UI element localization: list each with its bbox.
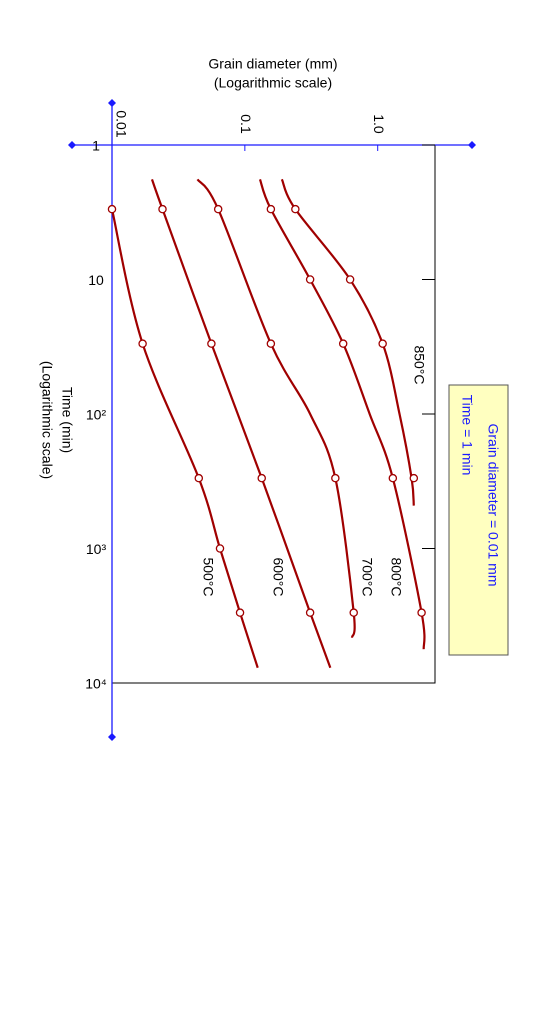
data-point — [349, 608, 358, 617]
data-point — [138, 339, 147, 348]
data-point — [107, 204, 117, 214]
fit-curve — [196, 178, 356, 638]
axis-end — [108, 99, 116, 107]
y-tick-label: 0.01 — [113, 110, 129, 137]
fit-curve — [150, 178, 332, 669]
x-tick-label: 10² — [86, 407, 107, 423]
fit-curve — [110, 208, 259, 669]
data-point — [388, 473, 398, 483]
x-tick-label: 10⁴ — [85, 676, 107, 692]
y-tick-label: 1.0 — [371, 114, 387, 134]
data-point — [378, 339, 387, 348]
axis-end — [108, 733, 116, 741]
data-point — [266, 204, 276, 214]
plot-frame — [111, 144, 436, 684]
fit-curve — [258, 178, 426, 650]
annotation-line: Grain diameter = 0.01 mm — [485, 423, 501, 586]
data-point — [291, 204, 300, 214]
data-point — [235, 608, 245, 617]
data-point — [215, 544, 225, 553]
fit-curve — [280, 178, 415, 506]
series-label: 600°C — [270, 557, 286, 596]
data-point — [305, 275, 315, 284]
series-label: 500°C — [200, 557, 216, 596]
x-tick-label: 10 — [88, 272, 104, 288]
data-point — [417, 608, 426, 617]
y-axis-label: Grain diameter (mm) — [208, 56, 337, 72]
x-tick-label: 1 — [92, 138, 100, 154]
series-label: 700°C — [359, 557, 375, 596]
data-point — [305, 608, 315, 617]
axis-end — [468, 141, 476, 149]
data-point — [409, 473, 419, 483]
x-tick-label: 10³ — [86, 541, 107, 557]
y-tick-label: 0.1 — [238, 114, 254, 134]
series-label: 800°C — [388, 557, 404, 596]
data-point — [338, 339, 348, 348]
data-point — [207, 339, 216, 348]
data-point — [158, 204, 167, 214]
data-point — [213, 204, 223, 214]
x-axis-label: Time (min) — [59, 387, 75, 453]
data-point — [257, 473, 266, 483]
data-point — [331, 473, 340, 483]
data-point — [345, 275, 355, 284]
x-axis-note: (Logarithmic scale) — [39, 361, 55, 479]
axis-end — [68, 141, 76, 149]
annotation-line: Time = 1 min — [459, 395, 475, 476]
y-axis-note: (Logarithmic scale) — [214, 75, 332, 91]
data-point — [194, 473, 204, 483]
series-label: 850°C — [411, 345, 427, 384]
annotation-box — [448, 384, 509, 656]
data-point — [266, 339, 276, 348]
